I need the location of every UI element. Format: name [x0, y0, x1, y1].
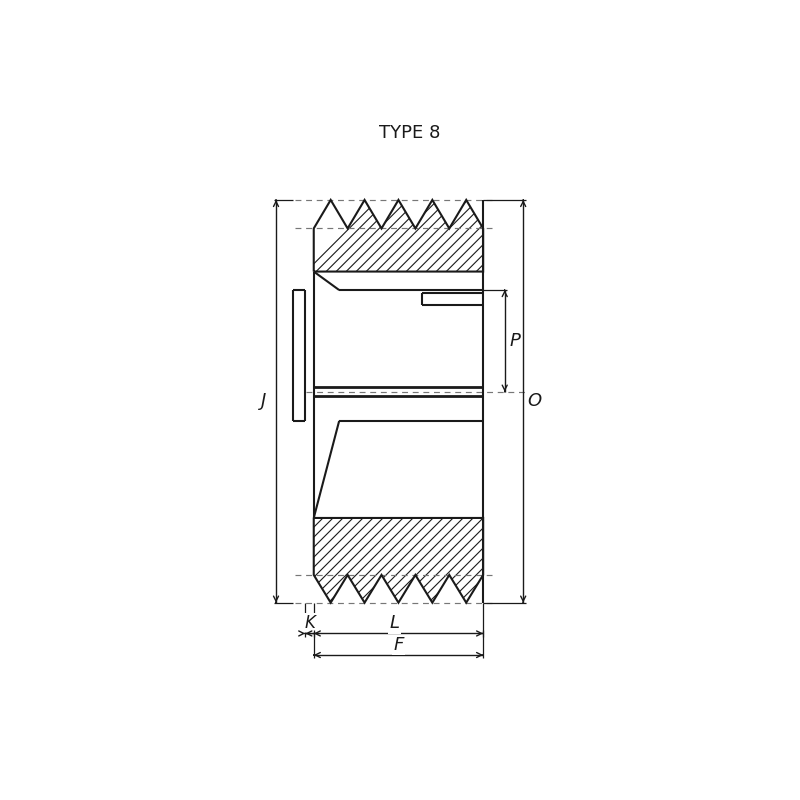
Text: K: K: [304, 614, 315, 633]
Text: P: P: [510, 332, 520, 350]
Text: O: O: [527, 392, 541, 410]
Text: J: J: [261, 392, 266, 410]
Text: L: L: [390, 614, 399, 633]
Text: F: F: [394, 636, 404, 654]
Text: TYPE 8: TYPE 8: [379, 124, 441, 142]
